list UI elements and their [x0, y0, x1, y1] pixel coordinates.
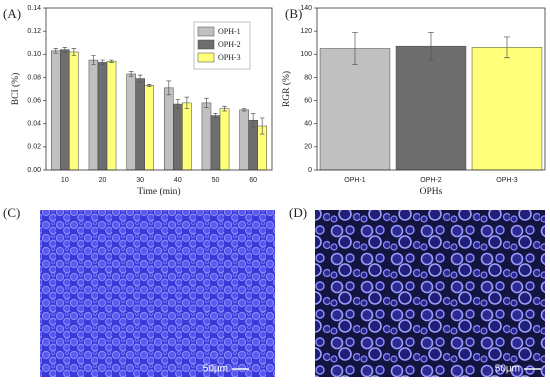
legend-label: OPH-2 — [218, 40, 241, 49]
bar — [69, 51, 79, 171]
x-tick-label: 40 — [174, 177, 182, 184]
panel-label: (D) — [289, 205, 307, 220]
error-bar — [250, 112, 256, 128]
bar — [182, 102, 192, 171]
legend-label: OPH-1 — [218, 27, 241, 36]
y-tick-label: 0 — [308, 167, 312, 174]
y-axis-label: RGR (%) — [281, 71, 292, 107]
y-tick-label: 20 — [304, 144, 312, 151]
bar — [135, 78, 145, 171]
x-tick-label: 30 — [136, 177, 144, 184]
plot-frame — [45, 7, 273, 171]
bar — [471, 47, 543, 171]
y-tick-label: 0.04 — [27, 121, 41, 128]
x-tick-label: 60 — [249, 177, 257, 184]
legend-swatch — [197, 39, 215, 50]
bar — [319, 48, 391, 171]
error-bar — [128, 71, 134, 77]
error-bar — [146, 84, 152, 88]
error-bar — [428, 31, 434, 61]
y-tick-label: 0.14 — [27, 5, 41, 12]
error-bar — [137, 74, 143, 83]
error-bar — [241, 108, 247, 112]
error-bar — [100, 59, 105, 66]
scale-bar-label: 50μm — [203, 364, 228, 375]
x-tick-label: OPH-1 — [344, 177, 366, 184]
y-tick-label: 80 — [304, 74, 312, 81]
error-bar — [259, 117, 265, 135]
y-tick-label: 120 — [300, 28, 312, 35]
bar — [201, 102, 212, 171]
bar — [51, 50, 61, 171]
error-bar — [71, 48, 77, 56]
y-tick-label: 0.12 — [27, 28, 41, 35]
bar — [88, 59, 99, 171]
panel-label: (C) — [3, 205, 20, 220]
x-tick-label: 20 — [99, 177, 107, 184]
x-axis-label: OPHs — [420, 187, 443, 197]
y-tick-label: 0.10 — [27, 51, 41, 58]
bar — [395, 45, 467, 171]
bar — [210, 115, 221, 171]
error-bar — [504, 36, 510, 59]
y-tick-label: 140 — [300, 5, 312, 12]
error-bar — [53, 48, 59, 54]
bar — [219, 108, 230, 171]
legend-swatch — [197, 52, 215, 63]
error-bar — [204, 97, 209, 108]
error-bar — [166, 80, 172, 96]
bar — [126, 73, 136, 171]
bar — [173, 103, 183, 171]
error-bar — [213, 112, 218, 119]
legend-swatch — [197, 26, 215, 37]
error-bar — [62, 46, 68, 53]
bar — [97, 62, 108, 171]
micrograph — [40, 210, 275, 377]
bar — [60, 49, 70, 171]
panel-label: (B) — [285, 6, 302, 21]
y-tick-label: 0.00 — [27, 167, 41, 174]
y-tick-label: 0.02 — [27, 144, 41, 151]
bar — [144, 85, 154, 171]
bar — [164, 87, 174, 171]
x-tick-label: OPH-3 — [496, 177, 518, 184]
micrograph — [315, 210, 545, 377]
error-bar — [109, 59, 114, 63]
x-tick-label: 50 — [212, 177, 220, 184]
error-bar — [352, 31, 358, 66]
legend-label: OPH-3 — [218, 53, 241, 62]
x-tick-label: OPH-2 — [420, 177, 442, 184]
y-tick-label: 0.08 — [27, 74, 41, 81]
bar — [248, 119, 258, 171]
y-tick-label: 0.06 — [27, 97, 41, 104]
bar — [106, 60, 117, 171]
scale-bar-label: 50μm — [495, 364, 520, 375]
error-bar — [222, 106, 227, 112]
error-bar — [175, 99, 181, 110]
panel-label: (A) — [3, 6, 21, 21]
x-tick-label: 10 — [61, 177, 69, 184]
x-axis-label: Time (min) — [137, 186, 180, 197]
plot-frame — [316, 7, 546, 171]
y-tick-label: 40 — [304, 121, 312, 128]
y-tick-label: 60 — [304, 97, 312, 104]
y-axis-label: BCI (%) — [10, 73, 21, 105]
error-bar — [184, 96, 190, 110]
bar — [239, 109, 249, 171]
y-tick-label: 100 — [300, 51, 312, 58]
error-bar — [91, 55, 96, 66]
